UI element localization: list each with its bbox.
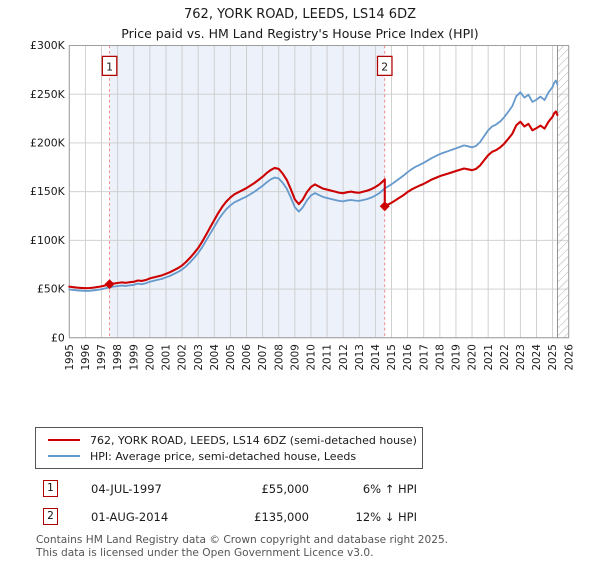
x-tick-label: 2004	[209, 344, 221, 371]
legend-label-hpi: HPI: Average price, semi-detached house,…	[90, 449, 357, 463]
x-tick-label: 2025	[547, 344, 559, 370]
sale-marker-box-2	[376, 55, 393, 77]
x-tick-label: 2000	[144, 344, 156, 370]
x-tick-label: 2003	[193, 344, 205, 370]
x-tick-label: 2010	[306, 344, 318, 370]
x-tick-label: 2008	[273, 344, 285, 370]
x-tick-label: 2019	[451, 344, 463, 370]
x-tick-label: 2006	[241, 344, 253, 370]
property-line-swatch	[48, 439, 80, 441]
transaction-2-hpi-diff: 12% ↓ HPI	[355, 509, 417, 524]
y-tick-label: £300K	[30, 41, 66, 52]
legend-label-property: 762, YORK ROAD, LEEDS, LS14 6DZ (semi-de…	[90, 433, 417, 447]
transaction-row-1: 1 04-JUL-1997 £55,000 6% ↑ HPI	[43, 480, 600, 497]
x-tick-label: 2018	[434, 344, 446, 370]
svg-text:1: 1	[106, 60, 113, 73]
x-tick-label: 2020	[467, 344, 479, 370]
x-tick-label: 2011	[322, 344, 334, 370]
y-tick-label: £150K	[30, 185, 66, 198]
x-tick-label: 2015	[386, 344, 398, 370]
y-tick-label: £200K	[30, 137, 66, 150]
y-tick-label: £250K	[30, 88, 66, 101]
x-tick-label: 1997	[96, 344, 108, 370]
transaction-1-date: 04-JUL-1997	[91, 481, 162, 496]
x-tick-label: 1996	[80, 344, 92, 370]
x-tick-label: 2022	[499, 344, 511, 370]
y-tick-label: £100K	[30, 234, 66, 247]
transaction-1-hpi-diff: 6% ↑ HPI	[362, 481, 417, 496]
page-title: 762, YORK ROAD, LEEDS, LS14 6DZ	[184, 7, 416, 22]
x-tick-label: 2009	[289, 344, 301, 370]
future-hatch	[557, 45, 569, 338]
x-tick-label: 1999	[128, 344, 140, 370]
x-tick-label: 1998	[112, 344, 124, 370]
x-tick-label: 2001	[161, 344, 173, 370]
page-subtitle: Price paid vs. HM Land Registry's House …	[121, 26, 479, 41]
x-tick-label: 2007	[257, 344, 269, 370]
x-tick-label: 2024	[531, 344, 543, 371]
transaction-2-price: £135,000	[254, 509, 309, 524]
y-tick-label: £0	[51, 331, 65, 344]
price-chart: 1 2 £0 £50K £100K £150K £200K £250K £300K 1995 199…	[30, 41, 575, 371]
x-tick-label: 2021	[483, 344, 495, 370]
sale-marker-box-1	[101, 55, 118, 77]
x-tick-label: 2026	[563, 344, 575, 370]
x-tick-label: 2005	[225, 344, 237, 370]
chart-legend: 762, YORK ROAD, LEEDS, LS14 6DZ (semi-de…	[35, 427, 423, 469]
footer-line-2: This data is licensed under the Open Gov…	[36, 546, 374, 559]
transaction-row-2: 2 01-AUG-2014 £135,000 12% ↓ HPI	[43, 508, 600, 525]
legend-item-property: 762, YORK ROAD, LEEDS, LS14 6DZ (semi-de…	[42, 432, 417, 448]
transaction-1-price: £55,000	[261, 481, 309, 496]
x-tick-label: 2016	[402, 344, 414, 370]
footer-line-1: Contains HM Land Registry data © Crown c…	[36, 534, 449, 546]
copyright-footer: Contains HM Land Registry data © Crown c…	[36, 534, 600, 559]
y-tick-label: £50K	[37, 283, 66, 296]
sale-diamond-2	[379, 201, 390, 212]
transaction-2-marker: 2	[43, 508, 58, 525]
property-price-line	[68, 110, 559, 290]
x-tick-label: 2002	[177, 344, 189, 370]
hpi-line	[68, 79, 559, 292]
transaction-2-date: 01-AUG-2014	[91, 509, 169, 524]
x-tick-label: 2023	[515, 344, 527, 370]
x-tick-label: 1995	[64, 344, 76, 370]
x-tick-label: 2013	[354, 344, 366, 370]
x-tick-label: 2012	[338, 344, 350, 370]
x-tick-label: 2017	[418, 344, 430, 370]
transaction-1-marker: 1	[43, 480, 58, 497]
svg-text:2: 2	[381, 60, 388, 73]
hpi-line-swatch	[48, 455, 80, 457]
x-tick-label: 2014	[370, 344, 382, 371]
legend-item-hpi: HPI: Average price, semi-detached house,…	[42, 448, 416, 464]
